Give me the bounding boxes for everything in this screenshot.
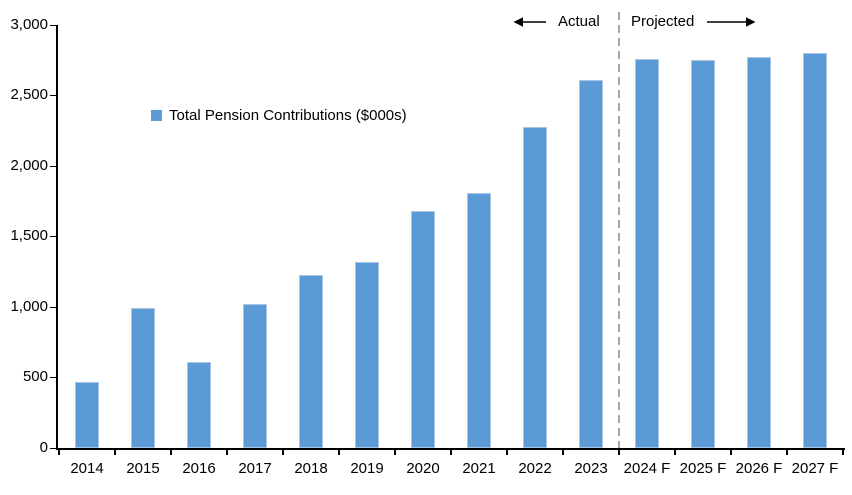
x-axis bbox=[56, 448, 845, 450]
y-tick-label: 2,500 bbox=[10, 86, 48, 103]
bar bbox=[75, 382, 99, 448]
bar bbox=[299, 275, 323, 448]
projected-label: Projected bbox=[631, 13, 695, 30]
arrow-left-icon bbox=[513, 16, 546, 27]
x-tick-mark bbox=[58, 450, 60, 455]
y-tick-label: 1,500 bbox=[10, 227, 48, 244]
bar bbox=[243, 304, 267, 448]
y-axis bbox=[56, 25, 58, 449]
y-tick-label: 2,000 bbox=[10, 157, 48, 174]
x-tick-mark bbox=[730, 450, 732, 455]
x-tick-mark bbox=[170, 450, 172, 455]
y-tick-mark bbox=[50, 306, 57, 308]
x-tick-mark bbox=[338, 450, 340, 455]
bar bbox=[691, 60, 715, 448]
bar bbox=[579, 80, 603, 448]
bar bbox=[635, 59, 659, 448]
x-tick-mark bbox=[282, 450, 284, 455]
y-tick-label: 0 bbox=[39, 439, 48, 456]
x-tick-label: 2024 F bbox=[623, 460, 671, 477]
y-tick-label: 1,000 bbox=[10, 298, 48, 315]
bar bbox=[803, 53, 827, 448]
bar bbox=[355, 262, 379, 448]
bar bbox=[747, 57, 771, 448]
actual-projected-divider bbox=[618, 12, 620, 449]
bar bbox=[523, 127, 547, 448]
x-tick-mark bbox=[618, 450, 620, 455]
bar bbox=[187, 362, 211, 448]
x-tick-mark bbox=[786, 450, 788, 455]
x-tick-label: 2022 bbox=[518, 460, 552, 477]
x-tick-label: 2015 bbox=[126, 460, 160, 477]
x-tick-mark bbox=[450, 450, 452, 455]
y-tick-mark bbox=[50, 376, 57, 378]
y-tick-mark bbox=[50, 235, 57, 237]
x-tick-label: 2014 bbox=[70, 460, 104, 477]
projected-annotation: Projected bbox=[631, 13, 756, 30]
actual-annotation: Actual bbox=[513, 13, 600, 30]
y-tick-mark bbox=[50, 94, 57, 96]
x-tick-label: 2016 bbox=[182, 460, 216, 477]
x-tick-label: 2019 bbox=[350, 460, 384, 477]
y-tick-mark bbox=[50, 24, 57, 26]
x-tick-label: 2027 F bbox=[791, 460, 839, 477]
x-tick-mark bbox=[394, 450, 396, 455]
x-tick-label: 2017 bbox=[238, 460, 272, 477]
y-tick-label: 3,000 bbox=[10, 16, 48, 33]
legend-label: Total Pension Contributions ($000s) bbox=[169, 107, 407, 124]
x-tick-label: 2020 bbox=[406, 460, 440, 477]
y-tick-label: 500 bbox=[22, 368, 48, 385]
x-tick-mark bbox=[506, 450, 508, 455]
bar bbox=[411, 211, 435, 448]
x-tick-label: 2023 bbox=[574, 460, 608, 477]
x-tick-mark bbox=[114, 450, 116, 455]
x-tick-label: 2021 bbox=[462, 460, 496, 477]
x-tick-mark bbox=[226, 450, 228, 455]
x-tick-label: 2025 F bbox=[679, 460, 727, 477]
bar bbox=[131, 308, 155, 448]
legend: Total Pension Contributions ($000s) bbox=[151, 107, 407, 124]
x-tick-label: 2018 bbox=[294, 460, 328, 477]
actual-label: Actual bbox=[558, 13, 600, 30]
y-tick-mark bbox=[50, 447, 57, 449]
x-tick-mark bbox=[842, 450, 844, 455]
bar bbox=[467, 193, 491, 448]
x-tick-mark bbox=[562, 450, 564, 455]
arrow-right-icon bbox=[707, 16, 756, 27]
y-tick-mark bbox=[50, 165, 57, 167]
x-tick-mark bbox=[674, 450, 676, 455]
x-tick-label: 2026 F bbox=[735, 460, 783, 477]
legend-swatch bbox=[151, 110, 162, 121]
